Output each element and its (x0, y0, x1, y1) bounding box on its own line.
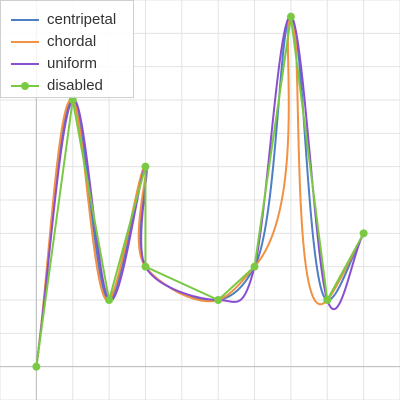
series-line-disabled (35, 15, 365, 367)
legend-swatch-chordal (11, 41, 39, 43)
data-point-disabled-4 (141, 262, 150, 271)
series-line-uniform (35, 15, 365, 367)
series-markers (32, 12, 368, 371)
data-point-disabled-0 (32, 362, 41, 371)
legend: centripetal chordal uniform disabled (0, 0, 134, 98)
legend-label-centripetal: centripetal (47, 11, 117, 28)
legend-label-uniform: uniform (47, 55, 98, 72)
legend-item-disabled[interactable]: disabled (9, 76, 133, 96)
legend-marker-disabled (21, 82, 29, 90)
data-point-disabled-3 (141, 162, 150, 171)
series-lines (35, 15, 365, 367)
data-point-disabled-9 (359, 229, 368, 238)
legend-item-chordal[interactable]: chordal (9, 32, 133, 52)
data-point-disabled-5 (214, 296, 223, 304)
data-point-disabled-1 (68, 96, 77, 104)
data-point-disabled-6 (250, 262, 259, 271)
legend-item-uniform[interactable]: uniform (9, 54, 133, 74)
data-point-disabled-2 (105, 296, 114, 304)
legend-label-chordal: chordal (47, 33, 97, 50)
legend-swatch-centripetal (11, 19, 39, 21)
data-point-disabled-7 (286, 12, 295, 21)
legend-swatch-disabled (11, 82, 39, 90)
data-point-disabled-8 (323, 296, 332, 304)
series-line-chordal (35, 15, 365, 367)
legend-item-centripetal[interactable]: centripetal (9, 10, 133, 30)
legend-label-disabled: disabled (47, 77, 103, 94)
legend-swatch-uniform (11, 63, 39, 65)
